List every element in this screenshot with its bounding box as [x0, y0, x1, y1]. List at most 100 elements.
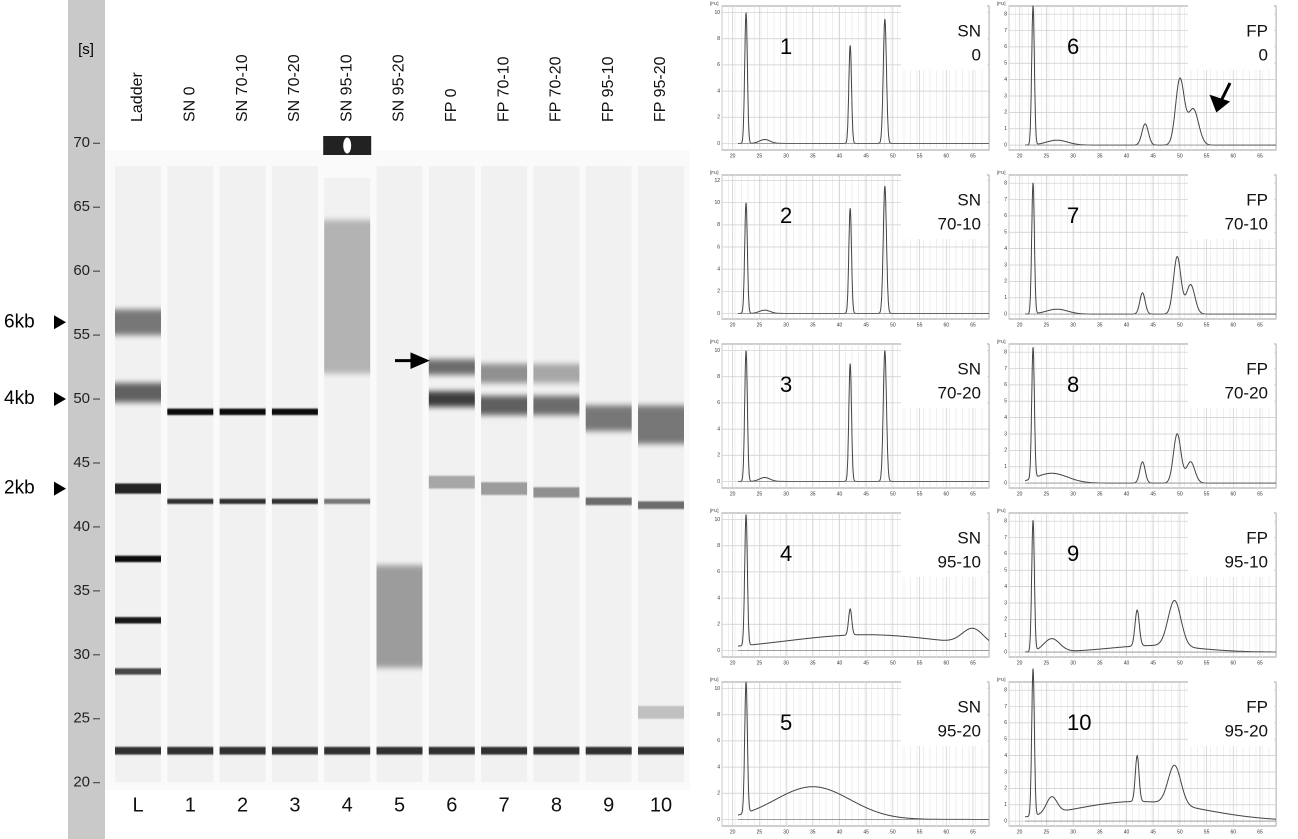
y-tick-label: 7 [1004, 704, 1007, 710]
lane-number: 2 [237, 794, 248, 816]
lane-number: 9 [603, 794, 614, 816]
panel-number: 5 [780, 710, 792, 735]
x-tick-label: 50 [1177, 153, 1183, 159]
lane-number: L [132, 794, 143, 816]
x-tick-label: 35 [1097, 153, 1103, 159]
x-tick-label: 60 [1230, 491, 1236, 497]
x-tick-label: 50 [890, 322, 896, 328]
band [585, 405, 632, 432]
x-tick-label: 60 [943, 660, 949, 666]
lane-label: FP 95-20 [652, 56, 669, 122]
y-tick-label: 4 [1004, 77, 1007, 83]
panel-number: 6 [1067, 34, 1079, 59]
y-tick-label: 10 [714, 517, 720, 523]
y-tick-label: 8 [1004, 688, 1007, 694]
y-tick-label: 5 [1004, 230, 1007, 236]
y-tick-label: 5 [1004, 737, 1007, 743]
lane-number: 1 [185, 794, 196, 816]
y-tick-label: 1 [1004, 802, 1007, 808]
band [533, 395, 580, 416]
x-tick-label: 55 [1204, 660, 1210, 666]
x-tick-label: 20 [1017, 660, 1023, 666]
y-tick-label: 0 [717, 311, 720, 317]
y-tick-label: 2 [1004, 279, 1007, 285]
label-box [1188, 340, 1274, 408]
panel-number: 4 [780, 541, 792, 566]
x-tick-label: 20 [730, 322, 736, 328]
y-tick-label: 0 [1004, 649, 1007, 655]
y-tick-label: 3 [1004, 431, 1007, 437]
lane-label: SN 70-20 [286, 54, 303, 122]
y-unit: [FU] [997, 170, 1006, 175]
gel-tick-label: 70 [73, 134, 90, 151]
band [638, 746, 684, 755]
panel-label: FP [1246, 190, 1268, 209]
panel-label: FP [1246, 21, 1268, 40]
y-tick-label: 0 [1004, 311, 1007, 317]
x-tick-label: 60 [943, 322, 949, 328]
y-unit: [FU] [710, 677, 719, 682]
y-tick-label: 0 [717, 648, 720, 654]
lane-label: SN 95-20 [391, 54, 408, 122]
y-tick-label: 4 [1004, 415, 1007, 421]
band [638, 501, 684, 510]
x-tick-label: 60 [1230, 153, 1236, 159]
y-tick-label: 6 [717, 244, 720, 250]
label-box [901, 2, 987, 70]
x-tick-label: 50 [890, 660, 896, 666]
band [428, 391, 475, 407]
x-tick-label: 50 [890, 153, 896, 159]
band [481, 746, 528, 755]
y-tick-label: 8 [1004, 181, 1007, 187]
y-tick-label: 10 [714, 200, 720, 206]
x-tick-label: 45 [1150, 153, 1156, 159]
label-box [1188, 171, 1274, 239]
y-tick-label: 2 [717, 622, 720, 628]
x-tick-label: 40 [837, 491, 843, 497]
x-tick-label: 25 [757, 660, 763, 666]
panel-label: 95-10 [938, 552, 981, 571]
x-tick-label: 25 [1044, 153, 1050, 159]
x-tick-label: 45 [1150, 322, 1156, 328]
lane [638, 166, 684, 782]
y-tick-label: 8 [717, 712, 720, 718]
y-tick-label: 1 [1004, 126, 1007, 132]
y-tick-label: 6 [717, 569, 720, 575]
band [638, 405, 684, 444]
lane-number: 7 [499, 794, 510, 816]
y-tick-label: 6 [717, 62, 720, 68]
x-tick-label: 65 [970, 322, 976, 328]
y-tick-label: 7 [1004, 535, 1007, 541]
gel-tick-label: 40 [73, 518, 90, 535]
y-unit: [FU] [997, 1, 1006, 6]
lane-number: 6 [446, 794, 457, 816]
x-tick-label: 40 [1124, 322, 1130, 328]
band [533, 363, 580, 384]
x-tick-label: 40 [837, 153, 843, 159]
y-tick-label: 6 [1004, 720, 1007, 726]
size-marker-arrow [54, 315, 66, 330]
x-tick-label: 45 [1150, 829, 1156, 835]
x-tick-label: 50 [1177, 322, 1183, 328]
lane-label: SN 0 [182, 86, 199, 122]
y-tick-label: 10 [714, 10, 720, 16]
x-tick-label: 20 [730, 153, 736, 159]
gel-tick-label: 20 [73, 774, 90, 791]
band [585, 497, 632, 506]
x-tick-label: 25 [1044, 829, 1050, 835]
panel-label: 70-20 [938, 383, 981, 402]
x-tick-label: 40 [1124, 491, 1130, 497]
band [481, 363, 528, 384]
gel-unit: [s] [78, 41, 94, 58]
x-tick-label: 30 [1070, 153, 1076, 159]
x-tick-label: 30 [783, 660, 789, 666]
y-tick-label: 4 [1004, 753, 1007, 759]
y-tick-label: 0 [1004, 142, 1007, 148]
y-tick-label: 8 [1004, 12, 1007, 18]
gel-tick-label: 55 [73, 326, 90, 343]
x-tick-label: 40 [837, 829, 843, 835]
panel-number: 1 [780, 34, 792, 59]
panel-number: 10 [1067, 710, 1091, 735]
lane-number: 8 [551, 794, 562, 816]
x-tick-label: 45 [863, 829, 869, 835]
